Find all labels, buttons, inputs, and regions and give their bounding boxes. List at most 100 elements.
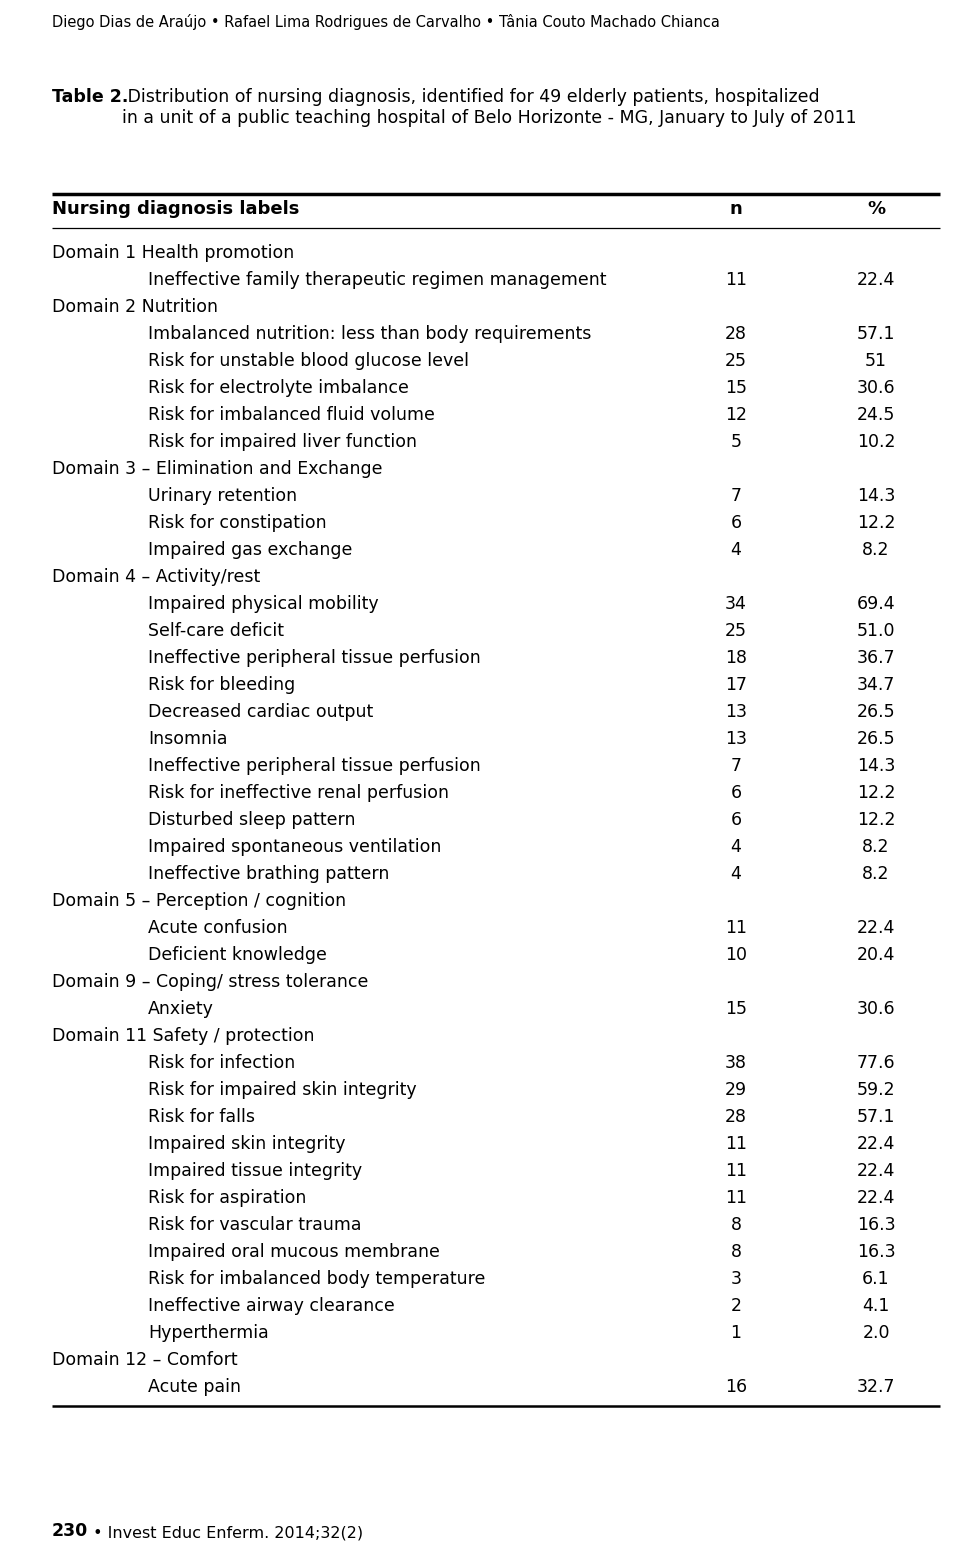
Text: Ineffective brathing pattern: Ineffective brathing pattern <box>148 865 390 884</box>
Text: 34: 34 <box>725 594 747 613</box>
Text: Acute confusion: Acute confusion <box>148 920 288 937</box>
Text: 12: 12 <box>725 407 747 424</box>
Text: 5: 5 <box>731 433 741 450</box>
Text: 6: 6 <box>731 515 741 532</box>
Text: 28: 28 <box>725 325 747 343</box>
Text: 15: 15 <box>725 378 747 397</box>
Text: %: % <box>867 200 885 217</box>
Text: 29: 29 <box>725 1081 747 1099</box>
Text: 10: 10 <box>725 946 747 963</box>
Text: 51: 51 <box>865 352 887 371</box>
Text: 15: 15 <box>725 999 747 1018</box>
Text: 14.3: 14.3 <box>857 757 895 776</box>
Text: 34.7: 34.7 <box>857 676 895 694</box>
Text: 36.7: 36.7 <box>856 649 896 666</box>
Text: Domain 3 – Elimination and Exchange: Domain 3 – Elimination and Exchange <box>52 460 382 479</box>
Text: Impaired skin integrity: Impaired skin integrity <box>148 1135 346 1153</box>
Text: 57.1: 57.1 <box>856 325 896 343</box>
Text: Self-care deficit: Self-care deficit <box>148 622 284 640</box>
Text: 17: 17 <box>725 676 747 694</box>
Text: Nursing diagnosis labels: Nursing diagnosis labels <box>52 200 300 217</box>
Text: 13: 13 <box>725 730 747 748</box>
Text: 2: 2 <box>731 1297 741 1315</box>
Text: 8.2: 8.2 <box>862 541 890 558</box>
Text: 16.3: 16.3 <box>856 1215 896 1234</box>
Text: 22.4: 22.4 <box>857 1162 895 1179</box>
Text: 30.6: 30.6 <box>856 999 896 1018</box>
Text: 11: 11 <box>725 1162 747 1179</box>
Text: 4.1: 4.1 <box>862 1297 890 1315</box>
Text: Decreased cardiac output: Decreased cardiac output <box>148 702 373 721</box>
Text: 8: 8 <box>731 1215 741 1234</box>
Text: Ineffective airway clearance: Ineffective airway clearance <box>148 1297 395 1315</box>
Text: Risk for vascular trauma: Risk for vascular trauma <box>148 1215 362 1234</box>
Text: Impaired oral mucous membrane: Impaired oral mucous membrane <box>148 1243 440 1261</box>
Text: Domain 4 – Activity/rest: Domain 4 – Activity/rest <box>52 568 260 586</box>
Text: Risk for imbalanced fluid volume: Risk for imbalanced fluid volume <box>148 407 435 424</box>
Text: 22.4: 22.4 <box>857 920 895 937</box>
Text: 26.5: 26.5 <box>856 730 896 748</box>
Text: 69.4: 69.4 <box>856 594 896 613</box>
Text: Impaired spontaneous ventilation: Impaired spontaneous ventilation <box>148 838 442 856</box>
Text: Risk for electrolyte imbalance: Risk for electrolyte imbalance <box>148 378 409 397</box>
Text: 10.2: 10.2 <box>856 433 896 450</box>
Text: 57.1: 57.1 <box>856 1107 896 1126</box>
Text: 26.5: 26.5 <box>856 702 896 721</box>
Text: Imbalanced nutrition: less than body requirements: Imbalanced nutrition: less than body req… <box>148 325 591 343</box>
Text: 24.5: 24.5 <box>857 407 895 424</box>
Text: 25: 25 <box>725 352 747 371</box>
Text: 11: 11 <box>725 1135 747 1153</box>
Text: 14.3: 14.3 <box>857 486 895 505</box>
Text: • Invest Educ Enferm. 2014;32(2): • Invest Educ Enferm. 2014;32(2) <box>87 1525 363 1541</box>
Text: 7: 7 <box>731 757 741 776</box>
Text: Table 2.: Table 2. <box>52 88 129 106</box>
Text: Risk for infection: Risk for infection <box>148 1054 296 1071</box>
Text: n: n <box>730 200 742 217</box>
Text: Domain 1 Health promotion: Domain 1 Health promotion <box>52 244 295 263</box>
Text: 25: 25 <box>725 622 747 640</box>
Text: 8: 8 <box>731 1243 741 1261</box>
Text: 4: 4 <box>731 541 741 558</box>
Text: Risk for unstable blood glucose level: Risk for unstable blood glucose level <box>148 352 469 371</box>
Text: Impaired gas exchange: Impaired gas exchange <box>148 541 352 558</box>
Text: 59.2: 59.2 <box>856 1081 896 1099</box>
Text: Anxiety: Anxiety <box>148 999 214 1018</box>
Text: 18: 18 <box>725 649 747 666</box>
Text: 16.3: 16.3 <box>856 1243 896 1261</box>
Text: 11: 11 <box>725 1189 747 1207</box>
Text: 11: 11 <box>725 920 747 937</box>
Text: 28: 28 <box>725 1107 747 1126</box>
Text: 6: 6 <box>731 784 741 802</box>
Text: 13: 13 <box>725 702 747 721</box>
Text: 6: 6 <box>731 812 741 829</box>
Text: Risk for ineffective renal perfusion: Risk for ineffective renal perfusion <box>148 784 449 802</box>
Text: Impaired tissue integrity: Impaired tissue integrity <box>148 1162 362 1179</box>
Text: 8.2: 8.2 <box>862 865 890 884</box>
Text: 22.4: 22.4 <box>857 1135 895 1153</box>
Text: 6.1: 6.1 <box>862 1270 890 1289</box>
Text: Risk for constipation: Risk for constipation <box>148 515 326 532</box>
Text: 22.4: 22.4 <box>857 1189 895 1207</box>
Text: Hyperthermia: Hyperthermia <box>148 1325 269 1342</box>
Text: 30.6: 30.6 <box>856 378 896 397</box>
Text: 12.2: 12.2 <box>856 515 896 532</box>
Text: 4: 4 <box>731 838 741 856</box>
Text: Urinary retention: Urinary retention <box>148 486 298 505</box>
Text: Domain 2 Nutrition: Domain 2 Nutrition <box>52 299 218 316</box>
Text: 11: 11 <box>725 271 747 289</box>
Text: 51.0: 51.0 <box>856 622 896 640</box>
Text: 4: 4 <box>731 865 741 884</box>
Text: 22.4: 22.4 <box>857 271 895 289</box>
Text: Diego Dias de Araújo • Rafael Lima Rodrigues de Carvalho • Tânia Couto Machado C: Diego Dias de Araújo • Rafael Lima Rodri… <box>52 14 720 30</box>
Text: Risk for bleeding: Risk for bleeding <box>148 676 296 694</box>
Text: Ineffective peripheral tissue perfusion: Ineffective peripheral tissue perfusion <box>148 757 481 776</box>
Text: 38: 38 <box>725 1054 747 1071</box>
Text: 1: 1 <box>731 1325 741 1342</box>
Text: Insomnia: Insomnia <box>148 730 228 748</box>
Text: Risk for impaired skin integrity: Risk for impaired skin integrity <box>148 1081 417 1099</box>
Text: 12.2: 12.2 <box>856 784 896 802</box>
Text: 8.2: 8.2 <box>862 838 890 856</box>
Text: 230: 230 <box>52 1522 88 1541</box>
Text: Acute pain: Acute pain <box>148 1378 241 1397</box>
Text: Distribution of nursing diagnosis, identified for 49 elderly patients, hospitali: Distribution of nursing diagnosis, ident… <box>122 88 856 127</box>
